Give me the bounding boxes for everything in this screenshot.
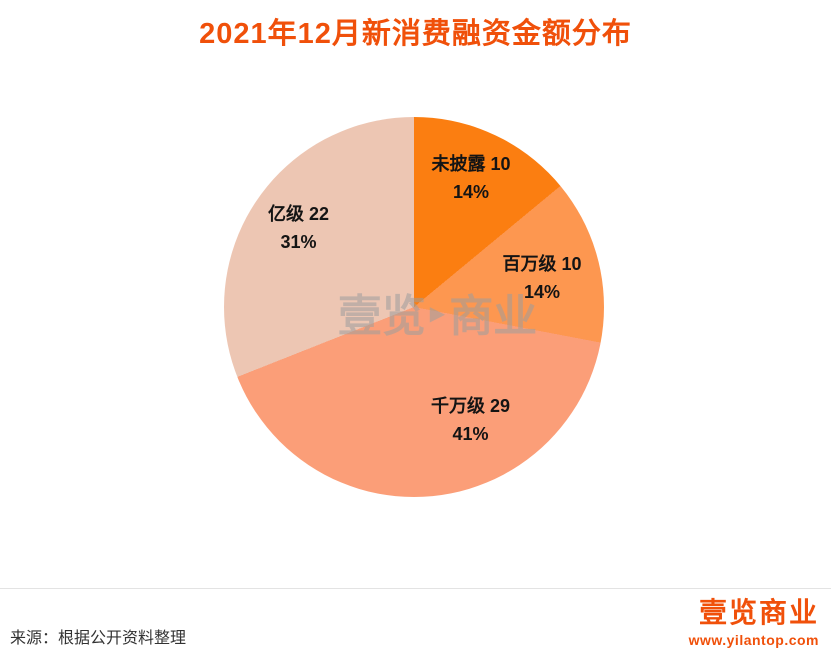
slice-percent-text: 14% — [452, 182, 490, 202]
slice-percent-text: 14% — [523, 282, 561, 302]
slice-label-ten-million-level: 千万级 29 41% — [393, 392, 548, 448]
slice-label-text: 百万级 10 — [502, 254, 582, 274]
slice-label-undisclosed: 未披露 10 14% — [396, 150, 546, 206]
slice-label-text: 未披露 10 — [431, 154, 511, 174]
chart-title: 2021年12月新消费融资金额分布 — [199, 18, 632, 50]
brand-block: 壹览商业 www.yilantop.com — [689, 597, 819, 648]
pie-chart — [224, 117, 604, 497]
slice-label-text: 千万级 29 — [430, 396, 511, 416]
slice-label-text: 亿级 22 — [267, 204, 330, 224]
brand-website: www.yilantop.com — [688, 632, 819, 648]
footer-divider — [0, 588, 831, 589]
slice-label-million-level: 百万级 10 14% — [462, 250, 622, 306]
slice-percent-text: 31% — [280, 232, 317, 252]
brand-logo: 壹览商业 — [698, 597, 819, 628]
slice-label-hundred-million-level: 亿级 22 31% — [226, 200, 371, 256]
slice-percent-text: 41% — [452, 424, 489, 444]
source-text: 来源：根据公开资料整理 — [10, 630, 187, 647]
